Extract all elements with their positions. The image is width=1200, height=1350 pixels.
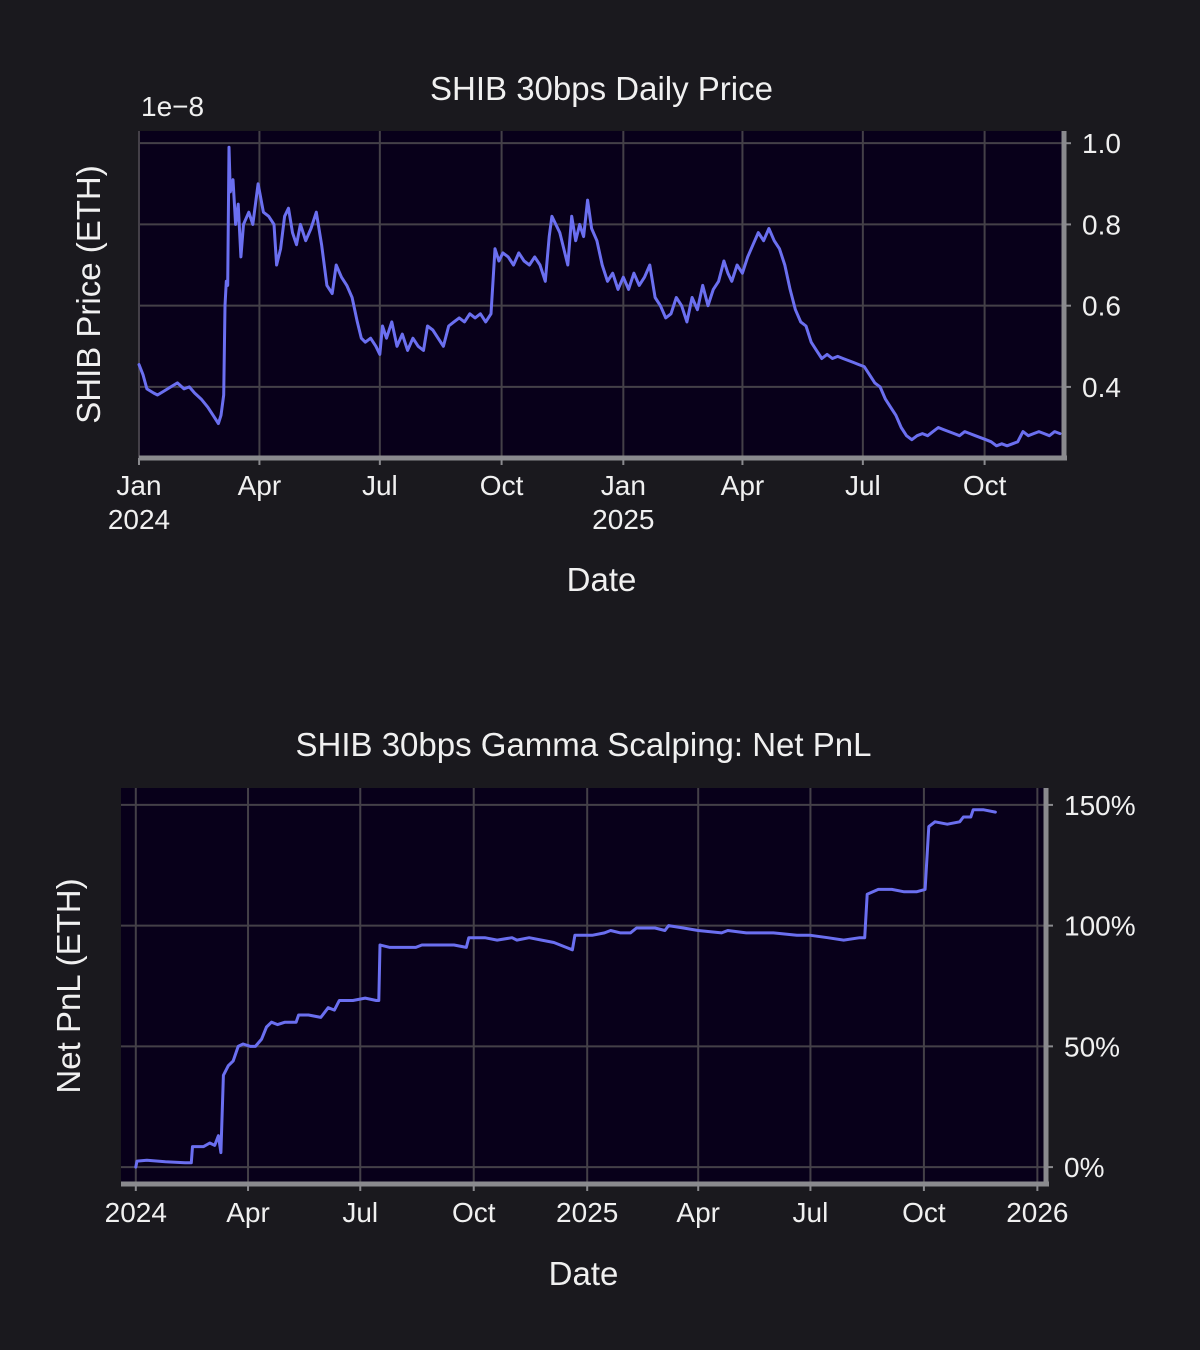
x-tick-label: Jan [116, 470, 161, 501]
y-tick-label: 1.0 [1082, 128, 1121, 159]
y-tick-label: 150% [1064, 790, 1136, 821]
x-tick-label: Oct [480, 470, 524, 501]
x-tick-label: Apr [676, 1197, 720, 1228]
chart-title: SHIB 30bps Daily Price [430, 70, 773, 107]
y-scale-offset-label: 1e−8 [141, 91, 204, 122]
x-tick-label: Apr [238, 470, 282, 501]
x-tick-label: Jul [845, 470, 881, 501]
x-tick-label: Oct [902, 1197, 946, 1228]
x-tick-label: Jul [362, 470, 398, 501]
x-tick-label: Oct [452, 1197, 496, 1228]
x-tick-year-label: 2024 [108, 504, 170, 535]
y-tick-label: 100% [1064, 911, 1136, 942]
x-tick-label: Apr [721, 470, 765, 501]
x-tick-label: 2026 [1006, 1197, 1068, 1228]
plot-area [121, 788, 1046, 1184]
y-axis-title: SHIB Price (ETH) [70, 165, 107, 424]
y-tick-label: 0.4 [1082, 372, 1121, 403]
y-tick-label: 0.6 [1082, 291, 1121, 322]
x-tick-label: Jan [601, 470, 646, 501]
x-axis-title: Date [549, 1255, 619, 1292]
y-tick-label: 50% [1064, 1031, 1120, 1062]
x-tick-label: 2024 [105, 1197, 167, 1228]
series-line-net-pnl [134, 808, 997, 1169]
x-axis-title: Date [567, 561, 637, 598]
y-axis-title: Net PnL (ETH) [50, 878, 87, 1093]
y-tick-label: 0% [1064, 1152, 1104, 1183]
x-tick-label: Jul [793, 1197, 829, 1228]
pnl-chart: 0% 50% 100% 150% 2024 Apr Jul Oct 2025 Apr Jul Oct 2… [50, 726, 1136, 1292]
x-tick-label: Oct [963, 470, 1007, 501]
chart-title: SHIB 30bps Gamma Scalping: Net PnL [296, 726, 872, 763]
y-tick-label: 0.8 [1082, 209, 1121, 240]
x-tick-label: 2025 [556, 1197, 618, 1228]
x-tick-year-label: 2025 [592, 504, 654, 535]
plot-area [139, 131, 1064, 458]
x-tick-label: Apr [226, 1197, 270, 1228]
series-line-shib-price [137, 145, 1062, 448]
x-tick-label: Jul [342, 1197, 378, 1228]
